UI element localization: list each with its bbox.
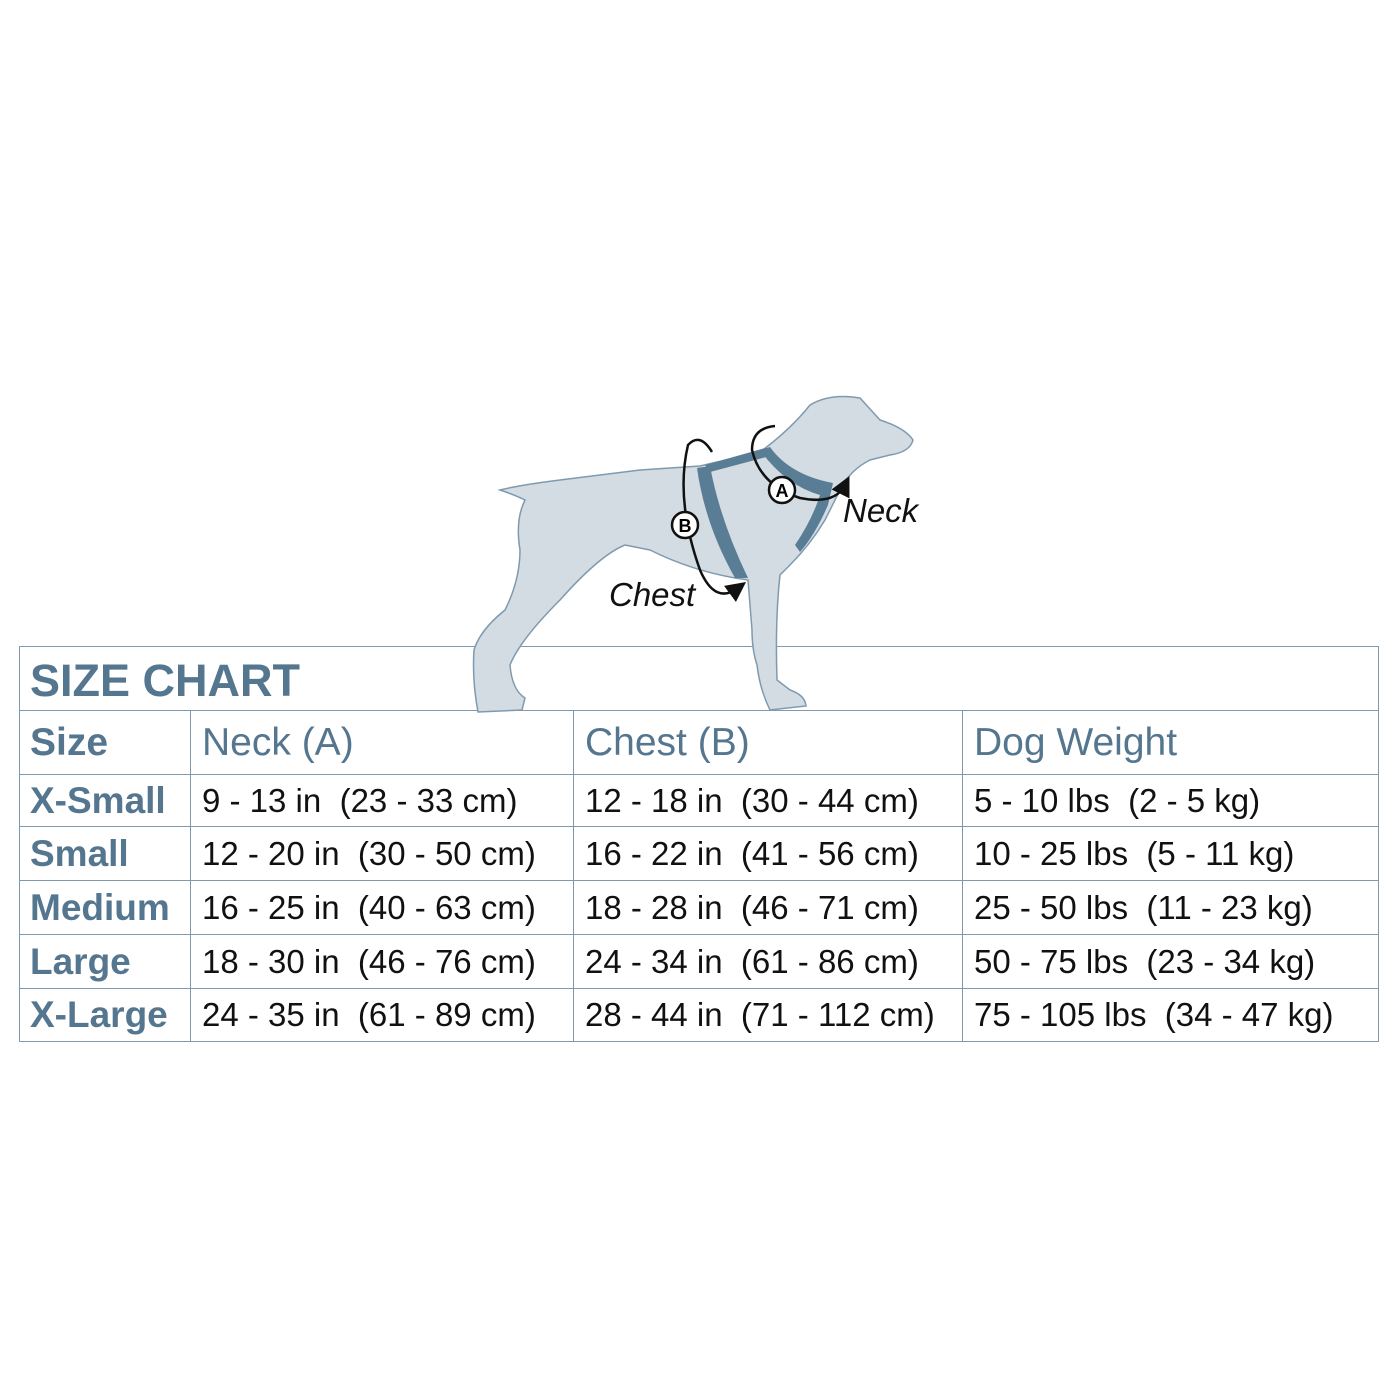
harness-chest-strap [697,466,748,578]
marker-a: A [776,481,789,501]
size-cell: X-Large [30,994,168,1035]
table-row: Medium 16 - 25 in (40 - 63 cm) 18 - 28 i… [20,881,1378,935]
neck-cell: 9 - 13 in (23 - 33 cm) [190,775,573,826]
header-row: Size Neck (A) Chest (B) Dog Weight [20,711,1378,775]
neck-cell: 16 - 25 in (40 - 63 cm) [190,881,573,934]
chest-cell: 24 - 34 in (61 - 86 cm) [573,935,962,988]
header-size: Size [30,720,109,764]
chest-cell: 16 - 22 in (41 - 56 cm) [573,827,962,880]
weight-cell: 10 - 25 lbs (5 - 11 kg) [962,827,1380,880]
harness-back-strap [705,448,770,472]
chest-cell: 28 - 44 in (71 - 112 cm) [573,989,962,1041]
size-cell: Small [30,832,129,874]
header-chest: Chest (B) [573,711,962,774]
weight-cell: 50 - 75 lbs (23 - 34 kg) [962,935,1380,988]
harness-neck-strap [760,447,833,552]
weight-cell: 25 - 50 lbs (11 - 23 kg) [962,881,1380,934]
size-chart-table: SIZE CHART Size Neck (A) Chest (B) Dog W… [19,646,1379,1042]
chest-label: Chest [609,576,696,613]
table-row: Large 18 - 30 in (46 - 76 cm) 24 - 34 in… [20,935,1378,989]
neck-cell: 24 - 35 in (61 - 89 cm) [190,989,573,1041]
size-cell: Medium [30,886,170,928]
weight-cell: 75 - 105 lbs (34 - 47 kg) [962,989,1380,1041]
table-row: Small 12 - 20 in (30 - 50 cm) 16 - 22 in… [20,827,1378,881]
chest-cell: 18 - 28 in (46 - 71 cm) [573,881,962,934]
table-row: X-Small 9 - 13 in (23 - 33 cm) 12 - 18 i… [20,775,1378,827]
title-row: SIZE CHART [20,647,1378,711]
neck-cell: 18 - 30 in (46 - 76 cm) [190,935,573,988]
chest-cell: 12 - 18 in (30 - 44 cm) [573,775,962,826]
neck-arrow-icon [750,424,850,502]
header-neck: Neck (A) [190,711,573,774]
chest-arrow-icon [682,438,747,602]
size-cell: X-Small [30,779,166,821]
neck-label: Neck [843,492,919,529]
header-weight: Dog Weight [962,711,1380,774]
size-cell: Large [30,940,131,982]
chart-title: SIZE CHART [30,655,300,706]
weight-cell: 5 - 10 lbs (2 - 5 kg) [962,775,1380,826]
table-row: X-Large 24 - 35 in (61 - 89 cm) 28 - 44 … [20,989,1378,1041]
neck-cell: 12 - 20 in (30 - 50 cm) [190,827,573,880]
marker-b: B [679,516,692,536]
